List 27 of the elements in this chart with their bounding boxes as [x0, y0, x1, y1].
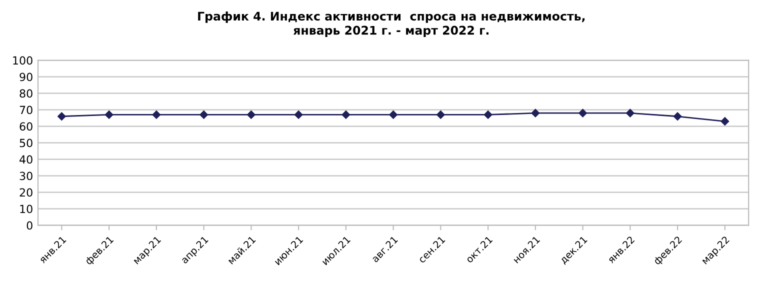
chart-title: График 4. Индекс активности спроса на недвижимость, январь 2021 г. - март 2022 г. — [198, 11, 585, 38]
point — [152, 110, 161, 119]
point — [294, 110, 303, 119]
point — [200, 110, 208, 119]
y-tick-label: 100 — [13, 56, 32, 65]
y-tick-label: 70 — [20, 106, 32, 114]
point — [578, 108, 587, 118]
point — [720, 117, 730, 126]
y-tick-label: 30 — [20, 172, 32, 180]
point — [531, 108, 540, 118]
y-tick-label: 80 — [20, 89, 32, 98]
point — [484, 110, 492, 119]
y-tick-label: 50 — [20, 138, 32, 148]
point — [342, 110, 350, 119]
y-tick-label: 10 — [20, 204, 32, 214]
y-tick-label: 90 — [20, 72, 32, 82]
point — [436, 110, 445, 119]
point — [673, 112, 682, 121]
y-tick-label: 40 — [20, 155, 32, 164]
y-tick-label: 0 — [26, 221, 32, 230]
y-tick-label: 20 — [20, 188, 32, 197]
point — [626, 108, 634, 118]
y-tick-label: 60 — [20, 122, 32, 131]
point — [247, 110, 256, 119]
point — [104, 110, 114, 119]
point — [58, 112, 66, 121]
point — [389, 110, 398, 119]
